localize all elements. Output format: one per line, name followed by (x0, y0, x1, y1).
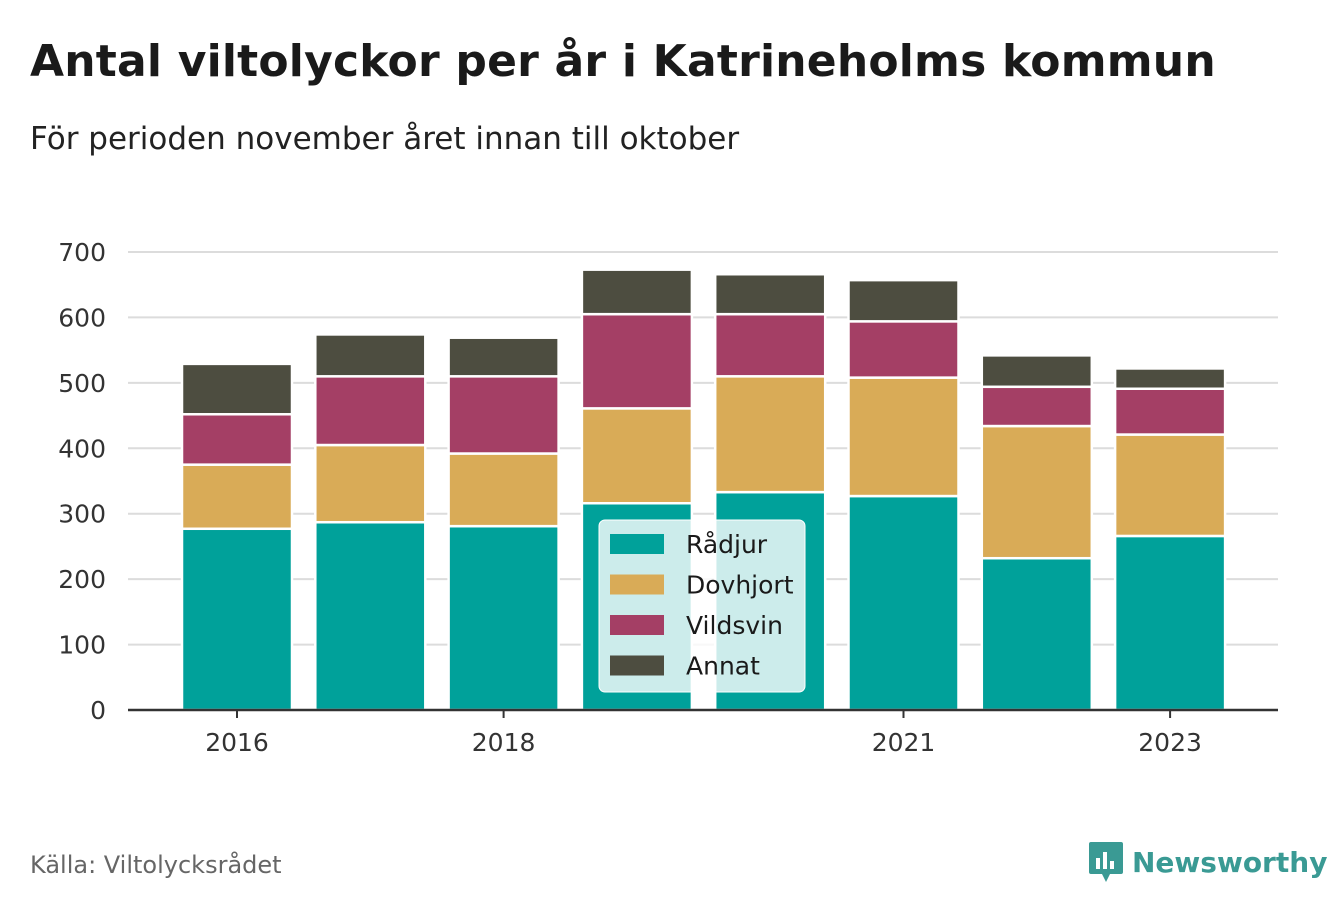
y-tick-label: 400 (58, 434, 106, 463)
bar-segment-vildsvin (847, 320, 960, 379)
y-tick-label: 0 (90, 696, 106, 725)
bar-segment-annat (847, 278, 960, 323)
newsworthy-brand[interactable]: Newsworthy (1088, 840, 1327, 884)
bar-segment-vildsvin (1113, 387, 1227, 436)
x-tick-label: 2018 (472, 728, 536, 757)
y-tick-label: 700 (58, 238, 106, 267)
bar-segment-vildsvin (180, 413, 294, 466)
legend-label: Dovhjort (686, 571, 794, 600)
bar-segment-dovhjort (447, 452, 560, 528)
bar-segment-dovhjort (713, 375, 827, 494)
bar-segment-vildsvin (580, 312, 694, 410)
y-tick-label: 300 (58, 500, 106, 529)
y-tick-label: 200 (58, 565, 106, 594)
bar-segment-rådjur (314, 520, 427, 712)
bar-segment-vildsvin (980, 385, 1094, 428)
bar-segment-rådjur (1113, 534, 1227, 712)
chart-subtitle: För perioden november året innan till ok… (30, 121, 740, 157)
bar-segment-rådjur (847, 494, 960, 712)
bar-segment-dovhjort (847, 376, 960, 498)
bar-segment-vildsvin (447, 375, 560, 455)
legend-swatch (610, 574, 664, 595)
legend-swatch (610, 655, 664, 676)
bar-segment-annat (180, 362, 294, 416)
bar-segment-rådjur (180, 527, 294, 712)
bar-segment-annat (314, 333, 427, 378)
legend-box (598, 519, 806, 693)
x-tick-label: 2021 (872, 728, 936, 757)
legend: Rådjur Dovhjort Vildsvin Annat (598, 519, 806, 693)
legend-swatch (610, 534, 664, 554)
bar-segment-dovhjort (180, 463, 294, 531)
brand-name: Newsworthy (1132, 845, 1328, 879)
bar-segment-rådjur (447, 524, 560, 712)
bar-segment-vildsvin (713, 312, 827, 378)
newsworthy-logo-icon (1089, 842, 1123, 882)
bar-segment-annat (980, 354, 1094, 389)
x-tick-label: 2016 (205, 728, 269, 757)
bar-segment-annat (580, 268, 694, 316)
bar-segment-annat (713, 272, 827, 316)
source-note: Källa: Viltolycksrådet (30, 851, 282, 879)
y-tick-label: 500 (58, 369, 106, 398)
legend-label: Vildsvin (686, 611, 783, 640)
legend-swatch (610, 615, 664, 635)
legend-label: Annat (686, 652, 760, 681)
chart-title: Antal viltolyckor per år i Katrineholms … (30, 36, 1216, 87)
bar-segment-dovhjort (980, 424, 1094, 560)
bar-segment-dovhjort (1113, 433, 1227, 538)
bar-segment-annat (1113, 367, 1227, 390)
y-tick-label: 100 (58, 631, 106, 660)
bar-segment-dovhjort (580, 407, 694, 505)
bar-segment-vildsvin (314, 375, 427, 447)
bar-segment-dovhjort (314, 443, 427, 524)
y-tick-label: 600 (58, 303, 106, 332)
bar-segment-rådjur (980, 556, 1094, 712)
x-tick-label: 2023 (1138, 728, 1202, 757)
bar-segment-annat (447, 336, 560, 378)
legend-label: Rådjur (686, 530, 768, 559)
